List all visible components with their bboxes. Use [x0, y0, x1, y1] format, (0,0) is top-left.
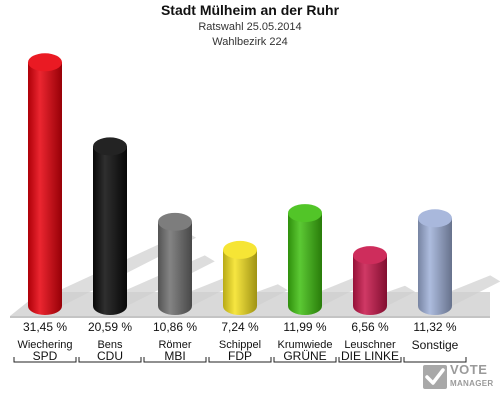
bar-top-cap [223, 240, 257, 259]
logo-text-vote: VOTE [450, 362, 488, 377]
label-bracket [208, 357, 272, 363]
value-label: 31,45 % [23, 320, 67, 334]
party-label: Sonstige [412, 338, 459, 352]
party-label: MBI [164, 349, 185, 363]
candidate-label: Wiechering [17, 339, 72, 351]
chart-title: Stadt Mülheim an der Ruhr [160, 2, 340, 18]
bar-fdp [223, 249, 257, 315]
bar-top-cap [28, 53, 62, 72]
bar-mbi [158, 221, 192, 315]
bar-top-cap [288, 204, 322, 223]
bar-sonstige [418, 218, 452, 315]
chart-subtitle-election: Ratswahl 25.05.2014 [198, 21, 302, 33]
vote-manager-logo-icon [423, 365, 447, 389]
bar-die-linke [353, 255, 387, 315]
vote-manager-logo: VOTE MANAGER [422, 362, 494, 394]
candidate-label: Leuschner [344, 339, 396, 351]
bar-top-cap [158, 212, 192, 231]
label-bracket [273, 357, 337, 363]
bar-top-cap [93, 137, 127, 156]
candidate-label: Schippel [219, 339, 261, 351]
bar-top-cap [418, 209, 452, 228]
bars-group [28, 53, 452, 315]
value-label: 11,32 % [413, 320, 456, 334]
chart-subtitle-district: Wahlbezirk 224 [212, 36, 288, 48]
value-label: 11,99 % [283, 320, 326, 334]
label-bracket [143, 357, 207, 363]
value-label: 6,56 % [351, 320, 389, 334]
party-label: DIE LINKE [341, 349, 399, 363]
value-label: 20,59 % [88, 320, 132, 334]
value-label: 10,86 % [153, 320, 197, 334]
label-bracket [338, 357, 402, 363]
candidate-label: Krumwiede [277, 339, 332, 351]
party-label: GRÜNE [283, 349, 326, 363]
party-label: FDP [228, 349, 252, 363]
candidate-label: Bens [97, 339, 123, 351]
label-bracket [13, 357, 77, 363]
logo-text-manager: MANAGER [450, 379, 494, 388]
party-label: SPD [33, 349, 58, 363]
bar-grüne [288, 213, 322, 315]
label-bracket [78, 357, 142, 363]
chart-floor-edge [10, 316, 490, 318]
candidate-label: Römer [158, 339, 191, 351]
bar-spd [28, 62, 62, 315]
party-label: CDU [97, 349, 123, 363]
bar-top-cap [353, 246, 387, 265]
label-bracket [403, 357, 467, 363]
value-label: 7,24 % [221, 320, 259, 334]
bar-cdu [93, 146, 127, 315]
